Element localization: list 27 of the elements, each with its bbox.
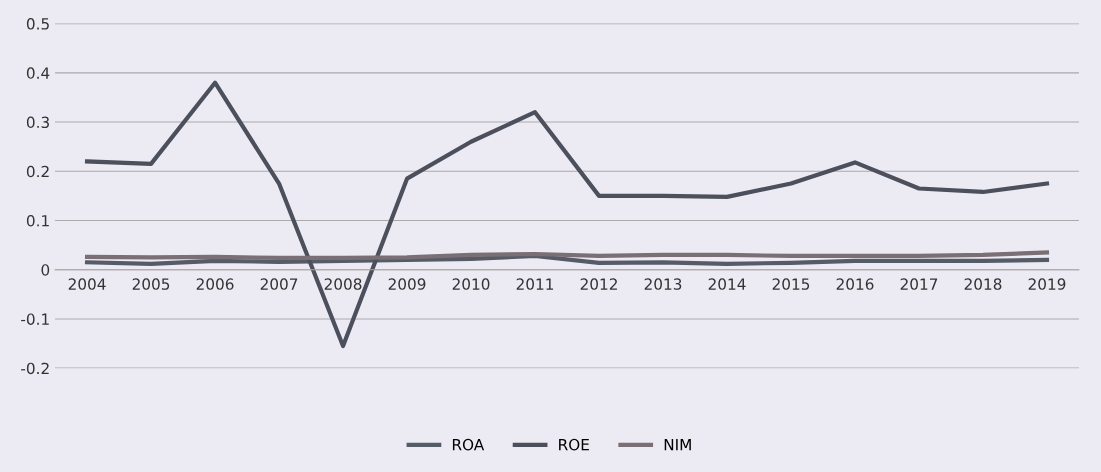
x-tick-label: 2016 — [836, 278, 874, 290]
x-tick-label: 2006 — [196, 278, 234, 290]
legend-label: ROE — [559, 438, 589, 451]
x-tick-label: 2004 — [68, 278, 106, 290]
y-tick-label: 0.2 — [26, 165, 49, 178]
x-tick-label: 2014 — [708, 278, 746, 290]
x-tick-label: 2013 — [644, 278, 682, 290]
x-tick-label: 2012 — [580, 278, 617, 290]
x-tick-label: 2009 — [388, 278, 426, 290]
y-tick-label: 0 — [41, 264, 50, 276]
x-tick-label: 2008 — [324, 278, 362, 290]
x-tick-label: 2007 — [260, 278, 298, 290]
y-tick-label: 0.3 — [26, 116, 49, 129]
x-tick-label: 2010 — [452, 278, 490, 290]
x-tick-label: 2011 — [516, 278, 554, 290]
legend-label: NIM — [664, 439, 691, 451]
y-tick-label: -0.2 — [21, 362, 49, 375]
legend-label: ROA — [452, 438, 485, 451]
y-tick-label: 0.5 — [26, 18, 49, 30]
x-tick-label: 2005 — [132, 278, 170, 290]
y-tick-label: 0.4 — [26, 67, 50, 79]
y-tick-label: -0.1 — [21, 313, 49, 325]
y-tick-label: 0.1 — [26, 214, 49, 227]
x-tick-label: 2015 — [772, 278, 810, 290]
x-tick-label: 2018 — [964, 278, 1002, 290]
x-tick-label: 2017 — [900, 278, 938, 290]
x-tick-label: 2019 — [1028, 278, 1066, 290]
